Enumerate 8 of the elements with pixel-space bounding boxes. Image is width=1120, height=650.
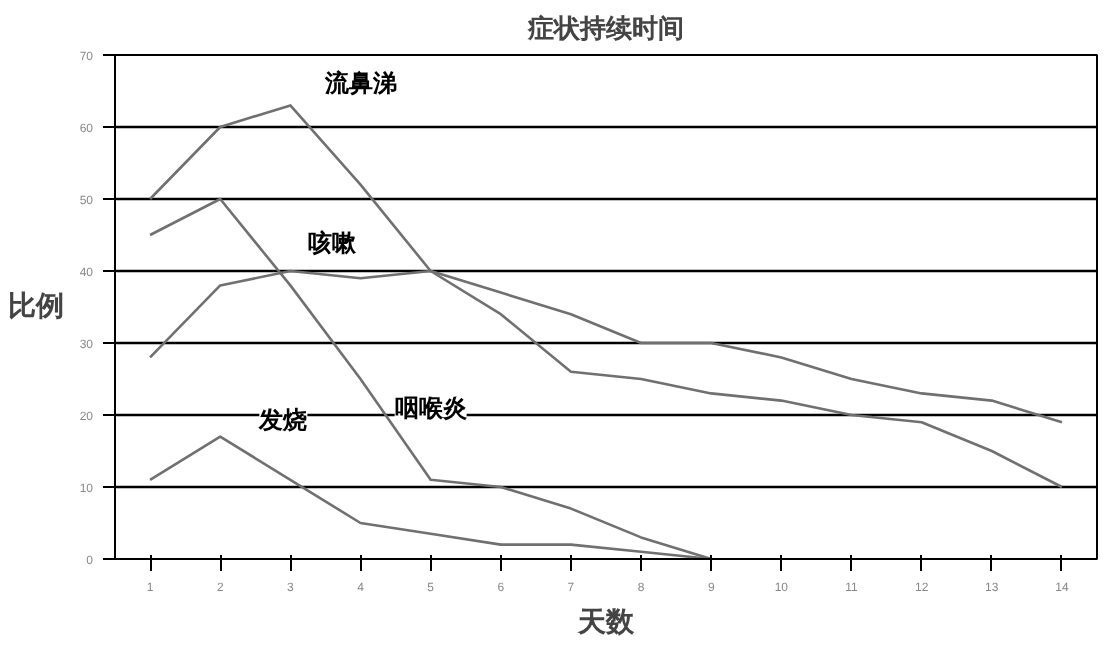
series-label: 发烧 (257, 406, 308, 435)
chart-title: 症状持续时间 (526, 13, 684, 45)
y-axis-title: 比例 (7, 291, 64, 323)
series-label: 咳嗽 (308, 228, 359, 257)
series-label: 咽喉炎 (394, 394, 469, 423)
line-series (148, 104, 1064, 489)
x-axis-title: 天数 (576, 607, 636, 639)
series-label: 流鼻涕 (322, 68, 397, 97)
